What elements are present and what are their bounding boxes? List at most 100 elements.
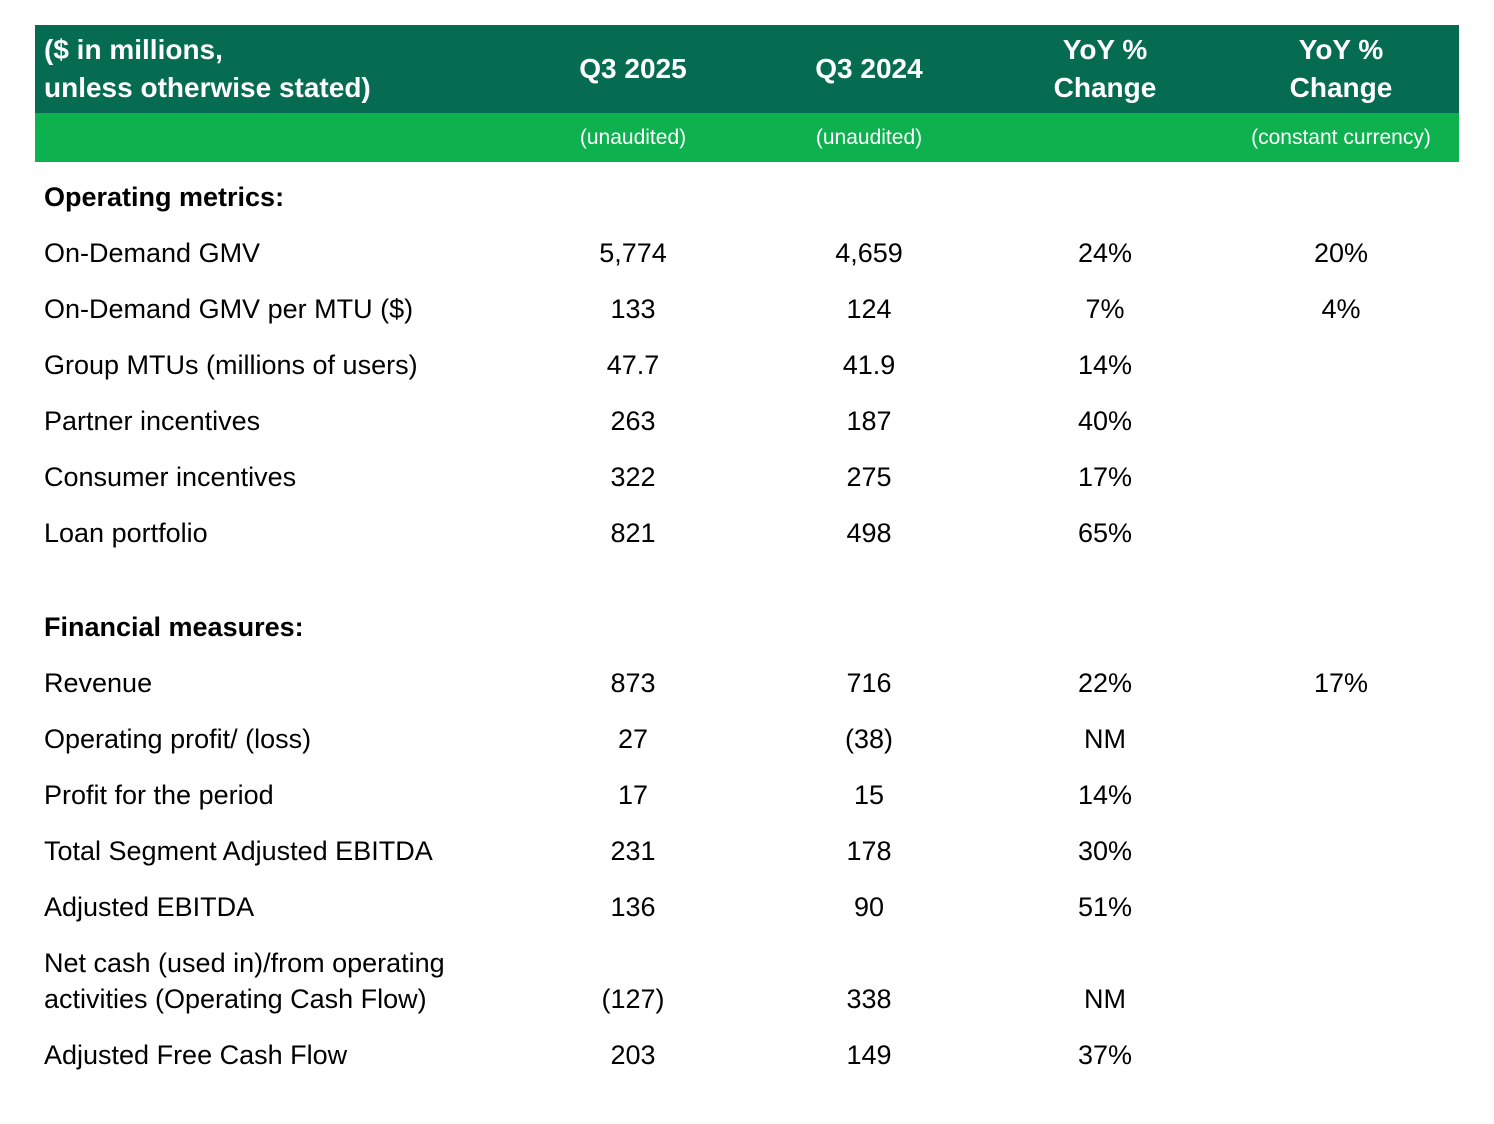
cell-yoy: NM [1084, 724, 1126, 754]
cell-q3-2025: 47.7 [606, 350, 660, 380]
financial-metrics-table: ($ in millions, unless otherwise stated)… [35, 25, 1459, 1084]
subheader-constant-currency: (constant currency) [1223, 113, 1459, 162]
cell-q3-2025: 873 [610, 668, 656, 698]
header-yoy-change: YoY % Change [987, 25, 1223, 113]
cell-q3-2025: 322 [610, 462, 656, 492]
cell-yoy: 37% [1077, 1040, 1133, 1070]
cell-q3-2025: 5,774 [599, 238, 667, 268]
cell-yoy: 51% [1077, 892, 1133, 922]
cell-q3-2025: 821 [610, 518, 656, 548]
row-label: Consumer incentives [44, 462, 297, 492]
header-yoy-cc-line2: Change [1289, 72, 1393, 103]
cell-q3-2024: 498 [846, 518, 892, 548]
cell [515, 600, 751, 656]
table-row: Profit for the period 17 15 14% [35, 768, 1459, 824]
cell-q3-2024: 90 [853, 892, 885, 922]
cell-yoy-cc [1223, 450, 1459, 506]
header-yoy-change-cc: YoY % Change [1223, 25, 1459, 113]
header-units-label: ($ in millions, unless otherwise stated) [35, 25, 515, 113]
cell-q3-2025: 263 [610, 406, 656, 436]
spacer-row [35, 562, 1459, 600]
cell [1223, 600, 1459, 656]
table-subheader-row: (unaudited) (unaudited) (constant curren… [35, 113, 1459, 162]
cell-yoy-cc [1223, 712, 1459, 768]
section-title: Operating metrics: [44, 182, 285, 212]
cell-q3-2024: 187 [846, 406, 892, 436]
section-row-operating-metrics: Operating metrics: [35, 162, 1459, 226]
header-units-line1: ($ in millions, [44, 34, 223, 65]
spacer [35, 562, 1459, 600]
cell-q3-2024: 178 [846, 836, 892, 866]
cell [1223, 162, 1459, 226]
cell [987, 162, 1223, 226]
cell-yoy-cc [1223, 338, 1459, 394]
row-label: Adjusted Free Cash Flow [44, 1040, 348, 1070]
cell-yoy: 14% [1077, 780, 1133, 810]
table-row: Consumer incentives 322 275 17% [35, 450, 1459, 506]
cell-q3-2025: 203 [610, 1040, 656, 1070]
cell-yoy: 22% [1077, 668, 1133, 698]
row-label: Revenue [44, 668, 153, 698]
cell-q3-2025: 231 [610, 836, 656, 866]
cell-q3-2024: 338 [846, 984, 892, 1014]
table-row: Total Segment Adjusted EBITDA 231 178 30… [35, 824, 1459, 880]
table-row: Operating profit/ (loss) 27 (38) NM [35, 712, 1459, 768]
header-yoy-line1: YoY % [1062, 34, 1148, 65]
table-row: Adjusted EBITDA 136 90 51% [35, 880, 1459, 936]
cell-yoy-cc [1223, 824, 1459, 880]
cell-q3-2024: 4,659 [835, 238, 903, 268]
row-label: Total Segment Adjusted EBITDA [44, 836, 433, 866]
row-label: Partner incentives [44, 406, 261, 436]
section-title: Financial measures: [44, 612, 304, 642]
table-row: On-Demand GMV per MTU ($) 133 124 7% 4% [35, 282, 1459, 338]
row-label: Adjusted EBITDA [44, 892, 255, 922]
table-row: On-Demand GMV 5,774 4,659 24% 20% [35, 226, 1459, 282]
row-label: Profit for the period [44, 780, 274, 810]
header-q3-2024: Q3 2024 [751, 25, 987, 113]
cell-q3-2025: 17 [617, 780, 649, 810]
header-units-line2: unless otherwise stated) [44, 72, 371, 103]
row-label: On-Demand GMV per MTU ($) [44, 294, 414, 324]
cell [515, 162, 751, 226]
cell-yoy: 40% [1077, 406, 1133, 436]
row-label: Net cash (used in)/from operating activi… [44, 948, 445, 1014]
cell-yoy-cc: 4% [1321, 294, 1361, 324]
header-yoy-cc-line1: YoY % [1298, 34, 1384, 65]
cell-q3-2025: 27 [617, 724, 649, 754]
cell-q3-2024: 275 [846, 462, 892, 492]
cell-yoy: 24% [1077, 238, 1133, 268]
table-row: Partner incentives 263 187 40% [35, 394, 1459, 450]
row-label: Operating profit/ (loss) [44, 724, 312, 754]
row-label: Loan portfolio [44, 518, 208, 548]
cell-q3-2024: 149 [846, 1040, 892, 1070]
row-label: On-Demand GMV [44, 238, 261, 268]
cell-yoy-cc [1223, 880, 1459, 936]
cell-yoy-cc [1223, 506, 1459, 562]
cell-yoy: 7% [1085, 294, 1125, 324]
cell-yoy-cc [1223, 394, 1459, 450]
cell-q3-2025: 133 [610, 294, 656, 324]
cell-yoy-cc [1223, 936, 1459, 1028]
cell-yoy-cc: 17% [1313, 668, 1369, 698]
cell-yoy: 30% [1077, 836, 1133, 866]
cell-yoy: 14% [1077, 350, 1133, 380]
cell-yoy: NM [1084, 984, 1126, 1014]
cell-yoy-cc [1223, 1028, 1459, 1084]
subheader-empty-yoy [987, 113, 1223, 162]
table-header-row: ($ in millions, unless otherwise stated)… [35, 25, 1459, 113]
subheader-empty [35, 113, 515, 162]
cell-yoy-cc [1223, 768, 1459, 824]
table-row: Loan portfolio 821 498 65% [35, 506, 1459, 562]
cell-yoy: 17% [1077, 462, 1133, 492]
cell-q3-2024: 15 [853, 780, 885, 810]
cell-q3-2024: 41.9 [842, 350, 896, 380]
subheader-unaudited-2024: (unaudited) [751, 113, 987, 162]
cell-q3-2024: 124 [846, 294, 892, 324]
cell-q3-2025: 136 [610, 892, 656, 922]
cell [987, 600, 1223, 656]
table-row: Adjusted Free Cash Flow 203 149 37% [35, 1028, 1459, 1084]
table-row: Group MTUs (millions of users) 47.7 41.9… [35, 338, 1459, 394]
table-row: Net cash (used in)/from operating activi… [35, 936, 1459, 1028]
table-row: Revenue 873 716 22% 17% [35, 656, 1459, 712]
